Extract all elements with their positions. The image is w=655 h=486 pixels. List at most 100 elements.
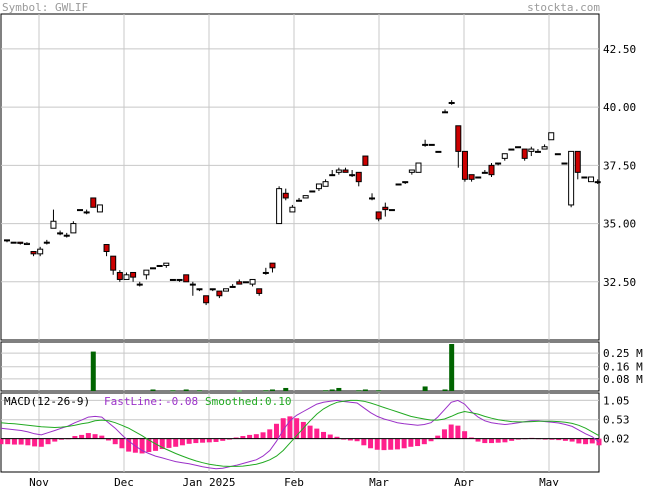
macd-histogram-bar	[300, 421, 306, 439]
price-panel	[0, 13, 600, 341]
macd-histogram-bar	[354, 438, 360, 442]
candle-body	[408, 169, 415, 173]
candle-body	[448, 101, 455, 104]
macd-histogram-bar	[173, 438, 179, 447]
macd-histogram-bar	[112, 438, 118, 445]
candle-body	[561, 162, 568, 165]
candle	[501, 153, 508, 161]
candle	[163, 262, 170, 268]
candle-body	[103, 244, 110, 253]
candle	[541, 144, 548, 150]
month-tick-label: Nov	[29, 476, 49, 486]
volume-tick-label: 0.25 M	[603, 347, 643, 360]
macd-tick-label: 0.53	[603, 414, 630, 427]
macd-histogram-bar	[428, 438, 434, 442]
candle-body	[468, 174, 475, 180]
candle-body	[495, 162, 502, 165]
candle-body	[163, 262, 170, 266]
candle-body	[262, 271, 269, 274]
candle-body	[362, 155, 369, 166]
macd-histogram-bar	[247, 434, 253, 439]
price-tick-label: 37.50	[603, 159, 636, 172]
macd-histogram-bar	[213, 438, 219, 442]
candle-body	[554, 153, 561, 156]
candle-body	[309, 190, 316, 193]
candle-body	[216, 290, 223, 297]
candle-body	[229, 285, 236, 288]
candle-body	[183, 274, 190, 283]
macd-histogram-bar	[99, 435, 105, 439]
month-tick-label: May	[539, 476, 559, 486]
candle-body	[461, 150, 468, 180]
candle	[70, 221, 77, 234]
candle-body	[594, 181, 601, 184]
candle	[37, 246, 44, 257]
candle-body	[475, 176, 482, 179]
candle	[554, 153, 561, 156]
macd-histogram-bar	[401, 438, 407, 449]
candle-body	[50, 220, 57, 229]
candle	[335, 167, 342, 175]
candle	[249, 278, 256, 287]
candle	[276, 186, 283, 225]
candle-body	[296, 199, 303, 202]
candle-body	[4, 239, 10, 242]
candle-body	[588, 176, 595, 183]
macd-histogram-bar	[273, 423, 279, 439]
candle	[475, 176, 482, 179]
candle	[375, 211, 382, 222]
candle	[116, 270, 123, 282]
candle	[296, 197, 303, 202]
macd-histogram-bar	[388, 438, 394, 450]
candle-body	[574, 150, 581, 173]
candle-body	[428, 143, 435, 146]
macd-tick-label: 0.02	[603, 433, 630, 446]
candle-body	[455, 125, 462, 152]
candle-body	[375, 211, 382, 220]
macd-histogram-bar	[38, 438, 44, 447]
candle	[448, 100, 455, 105]
macd-histogram-bar	[18, 438, 24, 445]
macd-histogram-bar	[233, 437, 239, 439]
macd-histogram-bar	[495, 438, 501, 443]
candle	[481, 170, 488, 174]
candle	[216, 290, 223, 299]
macd-histogram-bar	[79, 434, 85, 439]
candle-body	[43, 241, 50, 244]
macd-histogram-bar	[421, 438, 427, 445]
macd-histogram-bar	[32, 438, 38, 447]
macd-smooth-line	[0, 399, 600, 467]
candle-body	[442, 111, 449, 114]
month-tick-label: Mar	[369, 476, 389, 486]
candle	[408, 169, 415, 175]
macd-histogram-bar	[475, 438, 481, 442]
macd-histogram-bar	[240, 436, 246, 439]
macd-histogram-bar	[361, 438, 367, 446]
candle	[574, 150, 581, 180]
candle-body	[77, 209, 84, 212]
volume-tick-label: 0.16 M	[603, 361, 643, 374]
candle	[488, 163, 495, 177]
macd-histogram-bar	[126, 438, 132, 452]
macd-histogram-bar	[549, 438, 555, 440]
candle	[96, 204, 103, 213]
candle	[242, 281, 249, 284]
candle	[395, 183, 402, 186]
candle-body	[130, 271, 137, 278]
macd-histogram-bar	[569, 438, 575, 442]
macd-histogram-bar	[179, 438, 185, 446]
candle	[156, 264, 163, 267]
macd-title: MACD(12-26-9) FastLine: -0.08 Smoothed: …	[4, 395, 292, 408]
volume-bar	[323, 390, 329, 392]
macd-histogram-bar	[45, 438, 51, 445]
month-tick-label: Dec	[114, 476, 134, 486]
candle-body	[488, 164, 495, 176]
candle-body	[534, 150, 541, 153]
candle	[50, 209, 57, 229]
candle-body	[388, 209, 395, 212]
macd-fast-line	[0, 399, 600, 470]
macd-fast-value: -0.08	[165, 395, 198, 408]
candle-body	[136, 283, 143, 286]
macd-tick-label: 1.05	[603, 394, 630, 407]
